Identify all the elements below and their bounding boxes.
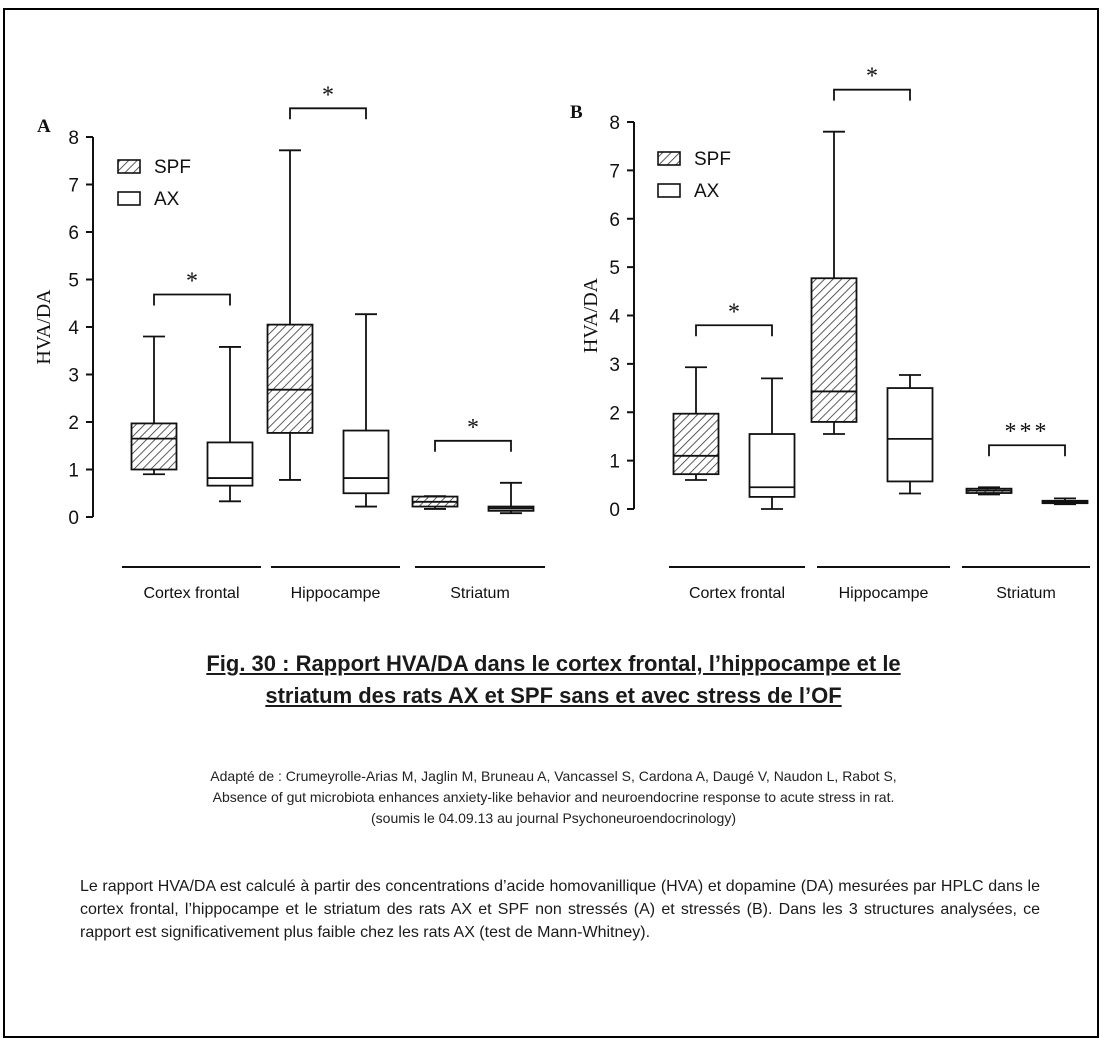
panel-b-significance-mark-2: * [866,64,878,90]
credit-line-3: (soumis le 04.09.13 au journal Psychoneu… [371,810,736,826]
panel-a-legend-label-spf: SPF [154,157,191,178]
panel-a-legend-swatch-ax [117,191,141,206]
panel-b-category-label-2: Hippocampe [839,585,929,602]
panel-a-significance-mark-3: * [467,415,479,441]
panel-a-y-tick-label: 4 [68,318,79,339]
panel-b-y-tick-label: 6 [609,210,620,231]
panel-b-y-axis-label: HVA/DA [580,277,602,353]
panel-b-significance-bracket-2 [833,88,911,101]
panel-a-label: A [37,116,51,137]
panel-a-y-tick-label: 7 [68,176,79,197]
panel-a-significance-bracket-1 [153,293,231,306]
panel-b-legend-label-ax: AX [694,181,720,202]
panel-b-y-tick-label: 4 [609,307,620,328]
panel-a-category-label-1: Cortex frontal [143,585,239,602]
panel-b-category-label-3: Striatum [996,585,1056,602]
panel-b-ax-hippocampe-box [886,387,934,483]
panel-a-y-tick-label: 0 [68,508,79,529]
panel-b-significance-mark-1: * [728,299,740,325]
panel-a-category-label-3: Striatum [450,585,510,602]
panel-a-legend-swatch-spf [117,159,141,174]
credit-line-1: Adapté de : Crumeyrolle-Arias M, Jaglin … [210,768,897,784]
panel-b-significance-bracket-3 [988,444,1066,457]
panel-a-significance-bracket-2 [289,107,367,120]
figure-title: Fig. 30 : Rapport HVA/DA dans le cortex … [0,648,1107,712]
panel-b-y-tick-label: 0 [609,500,620,521]
panel-a-significance-mark-1: * [186,269,198,295]
panel-a-spf-hippocampe-box [266,323,314,434]
panel-b-legend-label-spf: SPF [694,149,731,170]
panel-b-legend-swatch-ax [657,183,681,198]
panel-a-y-axis-label: HVA/DA [33,289,55,365]
panel-b-y-tick-label: 5 [609,258,620,279]
credit-line-2: Absence of gut microbiota enhances anxie… [212,789,895,805]
panel-b-spf-hippocampe-box [810,277,858,423]
panel-b-label: B [570,102,583,123]
panel-b-y-tick-label: 2 [609,403,620,424]
panel-b-y-tick-label: 8 [609,113,620,134]
panel-a-y-tick-label: 8 [68,128,79,149]
panel-a-y-tick-label: 2 [68,413,79,434]
panel-b-legend-swatch-spf [657,151,681,166]
panel-a-legend-label-ax: AX [154,189,180,210]
panel-a-ax-hippocampe-box [342,429,390,495]
panel-a-spf-cortex-frontal-box [130,422,178,471]
panel-b-significance-mark-3: *** [1005,419,1050,445]
figure-title-line-2: striatum des rats AX et SPF sans et avec… [265,683,842,708]
panel-b-category-label-1: Cortex frontal [689,585,785,602]
panel-a-y-tick-label: 3 [68,366,79,387]
source-credit: Adapté de : Crumeyrolle-Arias M, Jaglin … [0,766,1107,829]
panel-a-ax-cortex-frontal-box [206,441,254,487]
panel-b-y-tick-label: 1 [609,452,620,473]
description-paragraph: Le rapport HVA/DA est calculé à partir d… [80,878,1040,941]
panel-a-y-tick-label: 6 [68,223,79,244]
panel-b-y-tick-label: 7 [609,161,620,182]
panel-b-spf-cortex-frontal-box [672,412,720,476]
figure-description: Le rapport HVA/DA est calculé à partir d… [80,875,1040,944]
panel-a-significance-mark-2: * [322,82,334,108]
panel-b-significance-bracket-1 [695,324,773,337]
panel-a-significance-bracket-3 [434,439,512,452]
panel-a-y-tick-label: 1 [68,461,79,482]
panel-a-category-label-2: Hippocampe [291,585,381,602]
panel-b-y-tick-label: 3 [609,355,620,376]
figure-title-line-1: Fig. 30 : Rapport HVA/DA dans le cortex … [206,651,901,676]
panel-a-y-tick-label: 5 [68,271,79,292]
